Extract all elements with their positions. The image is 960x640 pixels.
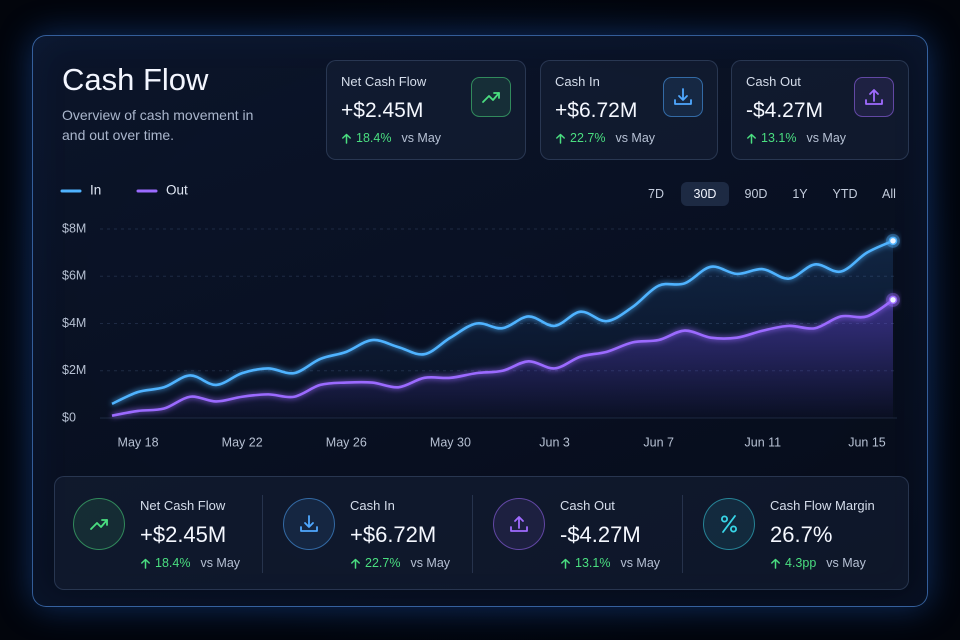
summary-label: Net Cash Flow xyxy=(140,498,226,513)
legend-label: In xyxy=(90,183,101,198)
end-dot xyxy=(888,236,898,246)
change: 13.1% vs May xyxy=(746,131,846,145)
range-button[interactable]: 1Y xyxy=(792,187,808,201)
x-tick-label: May 18 xyxy=(118,435,159,449)
range-button[interactable]: 30D xyxy=(681,182,729,206)
up-arrow xyxy=(141,558,150,569)
kpi-label: Net Cash Flow xyxy=(341,74,427,89)
x-tick-label: May 22 xyxy=(222,435,263,449)
line xyxy=(111,298,894,417)
separator xyxy=(472,495,473,573)
change-compare: vs May xyxy=(401,131,442,145)
change-compare: vs May xyxy=(826,556,866,570)
x-tick-label: Jun 15 xyxy=(848,435,886,449)
change: 22.7% vs May xyxy=(555,131,655,145)
area xyxy=(112,299,893,418)
summary-icon xyxy=(73,498,125,555)
range-button[interactable]: 7D xyxy=(648,187,664,201)
kpi-card: Net Cash Flow +$2.45M 18.4% vs May xyxy=(326,60,526,160)
summary-value: +$6.72M xyxy=(350,522,437,547)
kpi-card: Cash In +$6.72M 22.7% vs May xyxy=(540,60,718,160)
x-tick-label: Jun 7 xyxy=(643,435,674,449)
icon xyxy=(703,498,755,550)
summary-value: -$4.27M xyxy=(560,522,641,547)
summary-value: +$2.45M xyxy=(140,522,227,547)
icon xyxy=(663,77,703,117)
y-tick-label: $6M xyxy=(62,269,86,283)
y-tick-label: $0 xyxy=(62,410,76,424)
line xyxy=(111,239,894,406)
change: 13.1% vs May xyxy=(560,556,660,570)
change-compare: vs May xyxy=(200,556,241,570)
kpi-value: +$6.72M xyxy=(555,99,638,122)
summary-strip: Net Cash Flow +$2.45M 18.4% vs May Cash In +$… xyxy=(54,476,909,590)
change-compare: vs May xyxy=(620,556,661,570)
x-tick-label: May 30 xyxy=(430,435,471,449)
y-tick-label: $2M xyxy=(62,363,86,377)
icon xyxy=(471,77,511,117)
up-arrow xyxy=(351,558,360,569)
kpi-label: Cash In xyxy=(555,74,600,89)
change-value: 4.3pp xyxy=(785,556,817,570)
summary-icon xyxy=(493,498,545,555)
up-arrow xyxy=(771,558,780,569)
summary-label: Cash Flow Margin xyxy=(770,498,875,513)
separator xyxy=(682,495,683,573)
separator xyxy=(262,495,263,573)
title: Cash Flow xyxy=(62,62,209,97)
up-arrow xyxy=(561,558,570,569)
change-value: 18.4% xyxy=(155,556,191,570)
x-tick-label: Jun 3 xyxy=(539,435,570,449)
icon xyxy=(493,498,545,550)
change-value: 22.7% xyxy=(365,556,401,570)
range-button[interactable]: All xyxy=(882,187,896,201)
change-compare: vs May xyxy=(615,131,656,145)
change-value: 22.7% xyxy=(570,131,606,145)
change: 4.3pp vs May xyxy=(770,556,866,570)
up-arrow xyxy=(556,133,565,144)
summary-label: Cash Out xyxy=(560,498,615,513)
up-arrow xyxy=(342,133,351,144)
kpi-card: Cash Out -$4.27M 13.1% vs May xyxy=(731,60,909,160)
change: 22.7% vs May xyxy=(350,556,450,570)
change-value: 13.1% xyxy=(575,556,611,570)
kpi-icon xyxy=(663,77,703,122)
kpi-label: Cash Out xyxy=(746,74,801,89)
change-compare: vs May xyxy=(410,556,451,570)
summary-value: 26.7% xyxy=(770,522,833,547)
change-compare: vs May xyxy=(806,131,847,145)
change-value: 18.4% xyxy=(356,131,392,145)
up-arrow xyxy=(747,133,756,144)
change: 18.4% vs May xyxy=(140,556,240,570)
kpi-icon xyxy=(471,77,511,122)
icon xyxy=(854,77,894,117)
summary-icon xyxy=(703,498,755,555)
icon xyxy=(73,498,125,550)
range-button[interactable]: YTD xyxy=(832,187,858,201)
summary-icon xyxy=(283,498,335,555)
x-tick-label: May 26 xyxy=(326,435,367,449)
y-tick-label: $4M xyxy=(62,316,86,330)
summary-label: Cash In xyxy=(350,498,395,513)
kpi-value: +$2.45M xyxy=(341,99,424,122)
legend-label: Out xyxy=(166,183,188,198)
subtitle: Overview of cash movement in and out ove… xyxy=(62,107,254,143)
change: 18.4% vs May xyxy=(341,131,441,145)
kpi-icon xyxy=(854,77,894,122)
y-tick-label: $8M xyxy=(62,221,86,235)
change-value: 13.1% xyxy=(761,131,797,145)
icon xyxy=(283,498,335,550)
end-dot xyxy=(888,295,898,305)
kpi-value: -$4.27M xyxy=(746,99,824,122)
x-tick-label: Jun 11 xyxy=(745,435,782,449)
range-button[interactable]: 90D xyxy=(744,187,768,201)
